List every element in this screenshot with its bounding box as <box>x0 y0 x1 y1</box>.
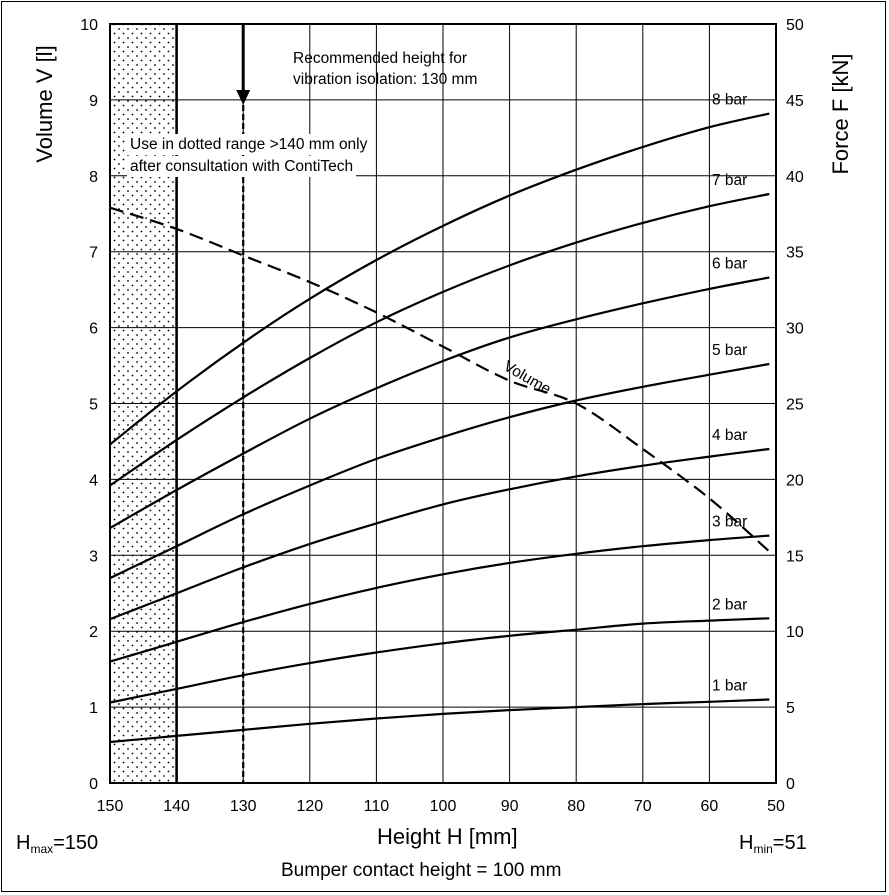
recommended-height-line1: Recommended height for <box>293 50 468 67</box>
force-curve-7bar <box>109 192 770 487</box>
force-curve-5bar <box>109 362 770 580</box>
h-max-label: Hmax=150 <box>16 832 99 856</box>
y-right-tick-label: 30 <box>786 321 804 338</box>
x-tick-label: 150 <box>97 798 124 815</box>
y-left-tick-label: 2 <box>89 624 98 641</box>
y-right-tick-label: 45 <box>786 93 804 110</box>
x-tick-label: 60 <box>701 798 719 815</box>
x-tick-label: 80 <box>567 798 585 815</box>
x-axis-label: Height H [mm] <box>377 824 518 849</box>
x-tick-label: 50 <box>767 798 785 815</box>
y-right-tick-label: 0 <box>786 776 795 793</box>
y-right-tick-label: 5 <box>786 700 795 717</box>
series-label-8bar: 8 bar <box>712 92 747 109</box>
force-curve-8bar <box>109 112 770 446</box>
y-left-axis-label: Volume V [l] <box>32 45 57 163</box>
y-left-tick-label: 4 <box>89 472 98 489</box>
y-left-tick-label: 1 <box>89 700 98 717</box>
x-tick-label: 90 <box>501 798 519 815</box>
series-label-6bar: 6 bar <box>712 256 747 273</box>
y-right-axis-label: Force F [kN] <box>828 53 853 175</box>
series-label-1bar: 1 bar <box>712 678 747 695</box>
x-tick-label: 70 <box>634 798 652 815</box>
force-curve-6bar <box>109 276 770 529</box>
plot-border <box>109 23 777 784</box>
y-left-tick-label: 5 <box>89 397 98 414</box>
x-tick-label: 110 <box>364 798 390 815</box>
y-right-tick-label: 15 <box>786 548 804 565</box>
x-tick-label: 130 <box>230 798 257 815</box>
series-label-3bar: 3 bar <box>712 514 747 531</box>
y-left-tick-label: 6 <box>89 321 98 338</box>
bumper-contact-note: Bumper contact height = 100 mm <box>281 860 562 881</box>
force-curve-4bar <box>109 447 770 621</box>
force-curve-1bar <box>109 698 770 744</box>
y-left-tick-label: 7 <box>89 245 98 262</box>
y-right-tick-label: 50 <box>786 17 804 34</box>
series-label-2bar: 2 bar <box>712 596 747 613</box>
force-curve-3bar <box>109 534 770 663</box>
volume-curve <box>109 206 771 553</box>
y-right-tick-label: 40 <box>786 169 804 186</box>
series-label-4bar: 4 bar <box>712 427 747 444</box>
y-left-tick-label: 10 <box>80 17 98 34</box>
y-left-tick-label: 0 <box>89 776 98 793</box>
x-tick-label: 140 <box>163 798 190 815</box>
x-tick-label: 100 <box>430 798 457 815</box>
x-tick-label: 120 <box>296 798 323 815</box>
y-left-tick-label: 8 <box>89 169 98 186</box>
h-min-label: Hmin=51 <box>739 832 807 856</box>
series-label-5bar: 5 bar <box>712 342 747 359</box>
recommended-height-line2: vibration isolation: 130 mm <box>293 71 478 88</box>
y-right-tick-label: 10 <box>786 624 804 641</box>
y-left-tick-label: 3 <box>89 548 98 565</box>
series-label-7bar: 7 bar <box>712 172 747 189</box>
force-curve-2bar <box>109 617 770 704</box>
recommended-arrow-head <box>236 90 251 105</box>
y-right-tick-label: 20 <box>786 472 804 489</box>
y-left-tick-label: 9 <box>89 93 98 110</box>
y-right-tick-label: 25 <box>786 397 804 414</box>
dotted-range-note-line2: after consultation with ContiTech <box>127 156 357 177</box>
dotted-range-note-line1: Use in dotted range >140 mm only <box>127 134 371 155</box>
y-right-tick-label: 35 <box>786 245 804 262</box>
